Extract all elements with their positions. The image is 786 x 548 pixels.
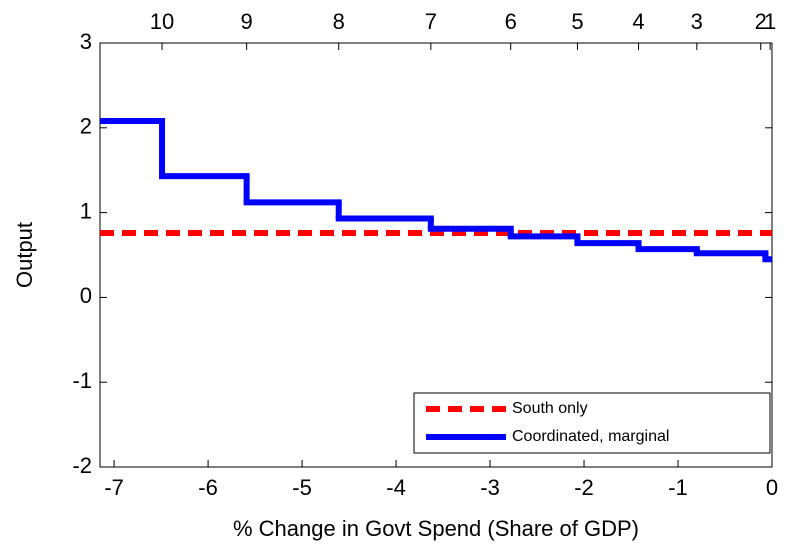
x-tick-label: -5 bbox=[292, 475, 312, 500]
legend-label: South only bbox=[512, 400, 588, 417]
x2-tick-label: 10 bbox=[150, 9, 174, 34]
x-tick-label: -4 bbox=[386, 475, 406, 500]
x2-tick-label: 5 bbox=[571, 9, 583, 34]
x-tick-label: -1 bbox=[668, 475, 688, 500]
x-tick-label: 0 bbox=[766, 475, 778, 500]
y-tick-label: -1 bbox=[72, 368, 92, 393]
x2-tick-label: 9 bbox=[240, 9, 252, 34]
y-tick-label: 0 bbox=[80, 283, 92, 308]
x2-tick-label: 6 bbox=[505, 9, 517, 34]
x2-tick-label: 4 bbox=[632, 9, 644, 34]
x-tick-label: -7 bbox=[104, 475, 124, 500]
x-axis-label: % Change in Govt Spend (Share of GDP) bbox=[233, 516, 639, 541]
x2-tick-label: 8 bbox=[333, 9, 345, 34]
plot-frame bbox=[99, 42, 773, 468]
legend-label: Coordinated, marginal bbox=[512, 428, 669, 445]
x-tick-label: -6 bbox=[198, 475, 218, 500]
legend: South only Coordinated, marginal bbox=[413, 392, 771, 454]
y-tick-label: -2 bbox=[72, 453, 92, 478]
y-tick-label: 3 bbox=[80, 29, 92, 54]
x2-tick-label: 3 bbox=[691, 9, 703, 34]
x2-tick-label: 2 bbox=[755, 9, 767, 34]
x2-tick-label: 1 bbox=[764, 9, 776, 34]
legend-box bbox=[413, 392, 771, 454]
y-axis-label: Output bbox=[12, 222, 37, 288]
x-tick-label: -2 bbox=[574, 475, 594, 500]
y-tick-label: 2 bbox=[80, 114, 92, 139]
series-layer bbox=[100, 118, 772, 263]
x2-tick-label: 7 bbox=[425, 9, 437, 34]
y-tick-label: 1 bbox=[80, 198, 92, 223]
x-tick-label: -3 bbox=[480, 475, 500, 500]
